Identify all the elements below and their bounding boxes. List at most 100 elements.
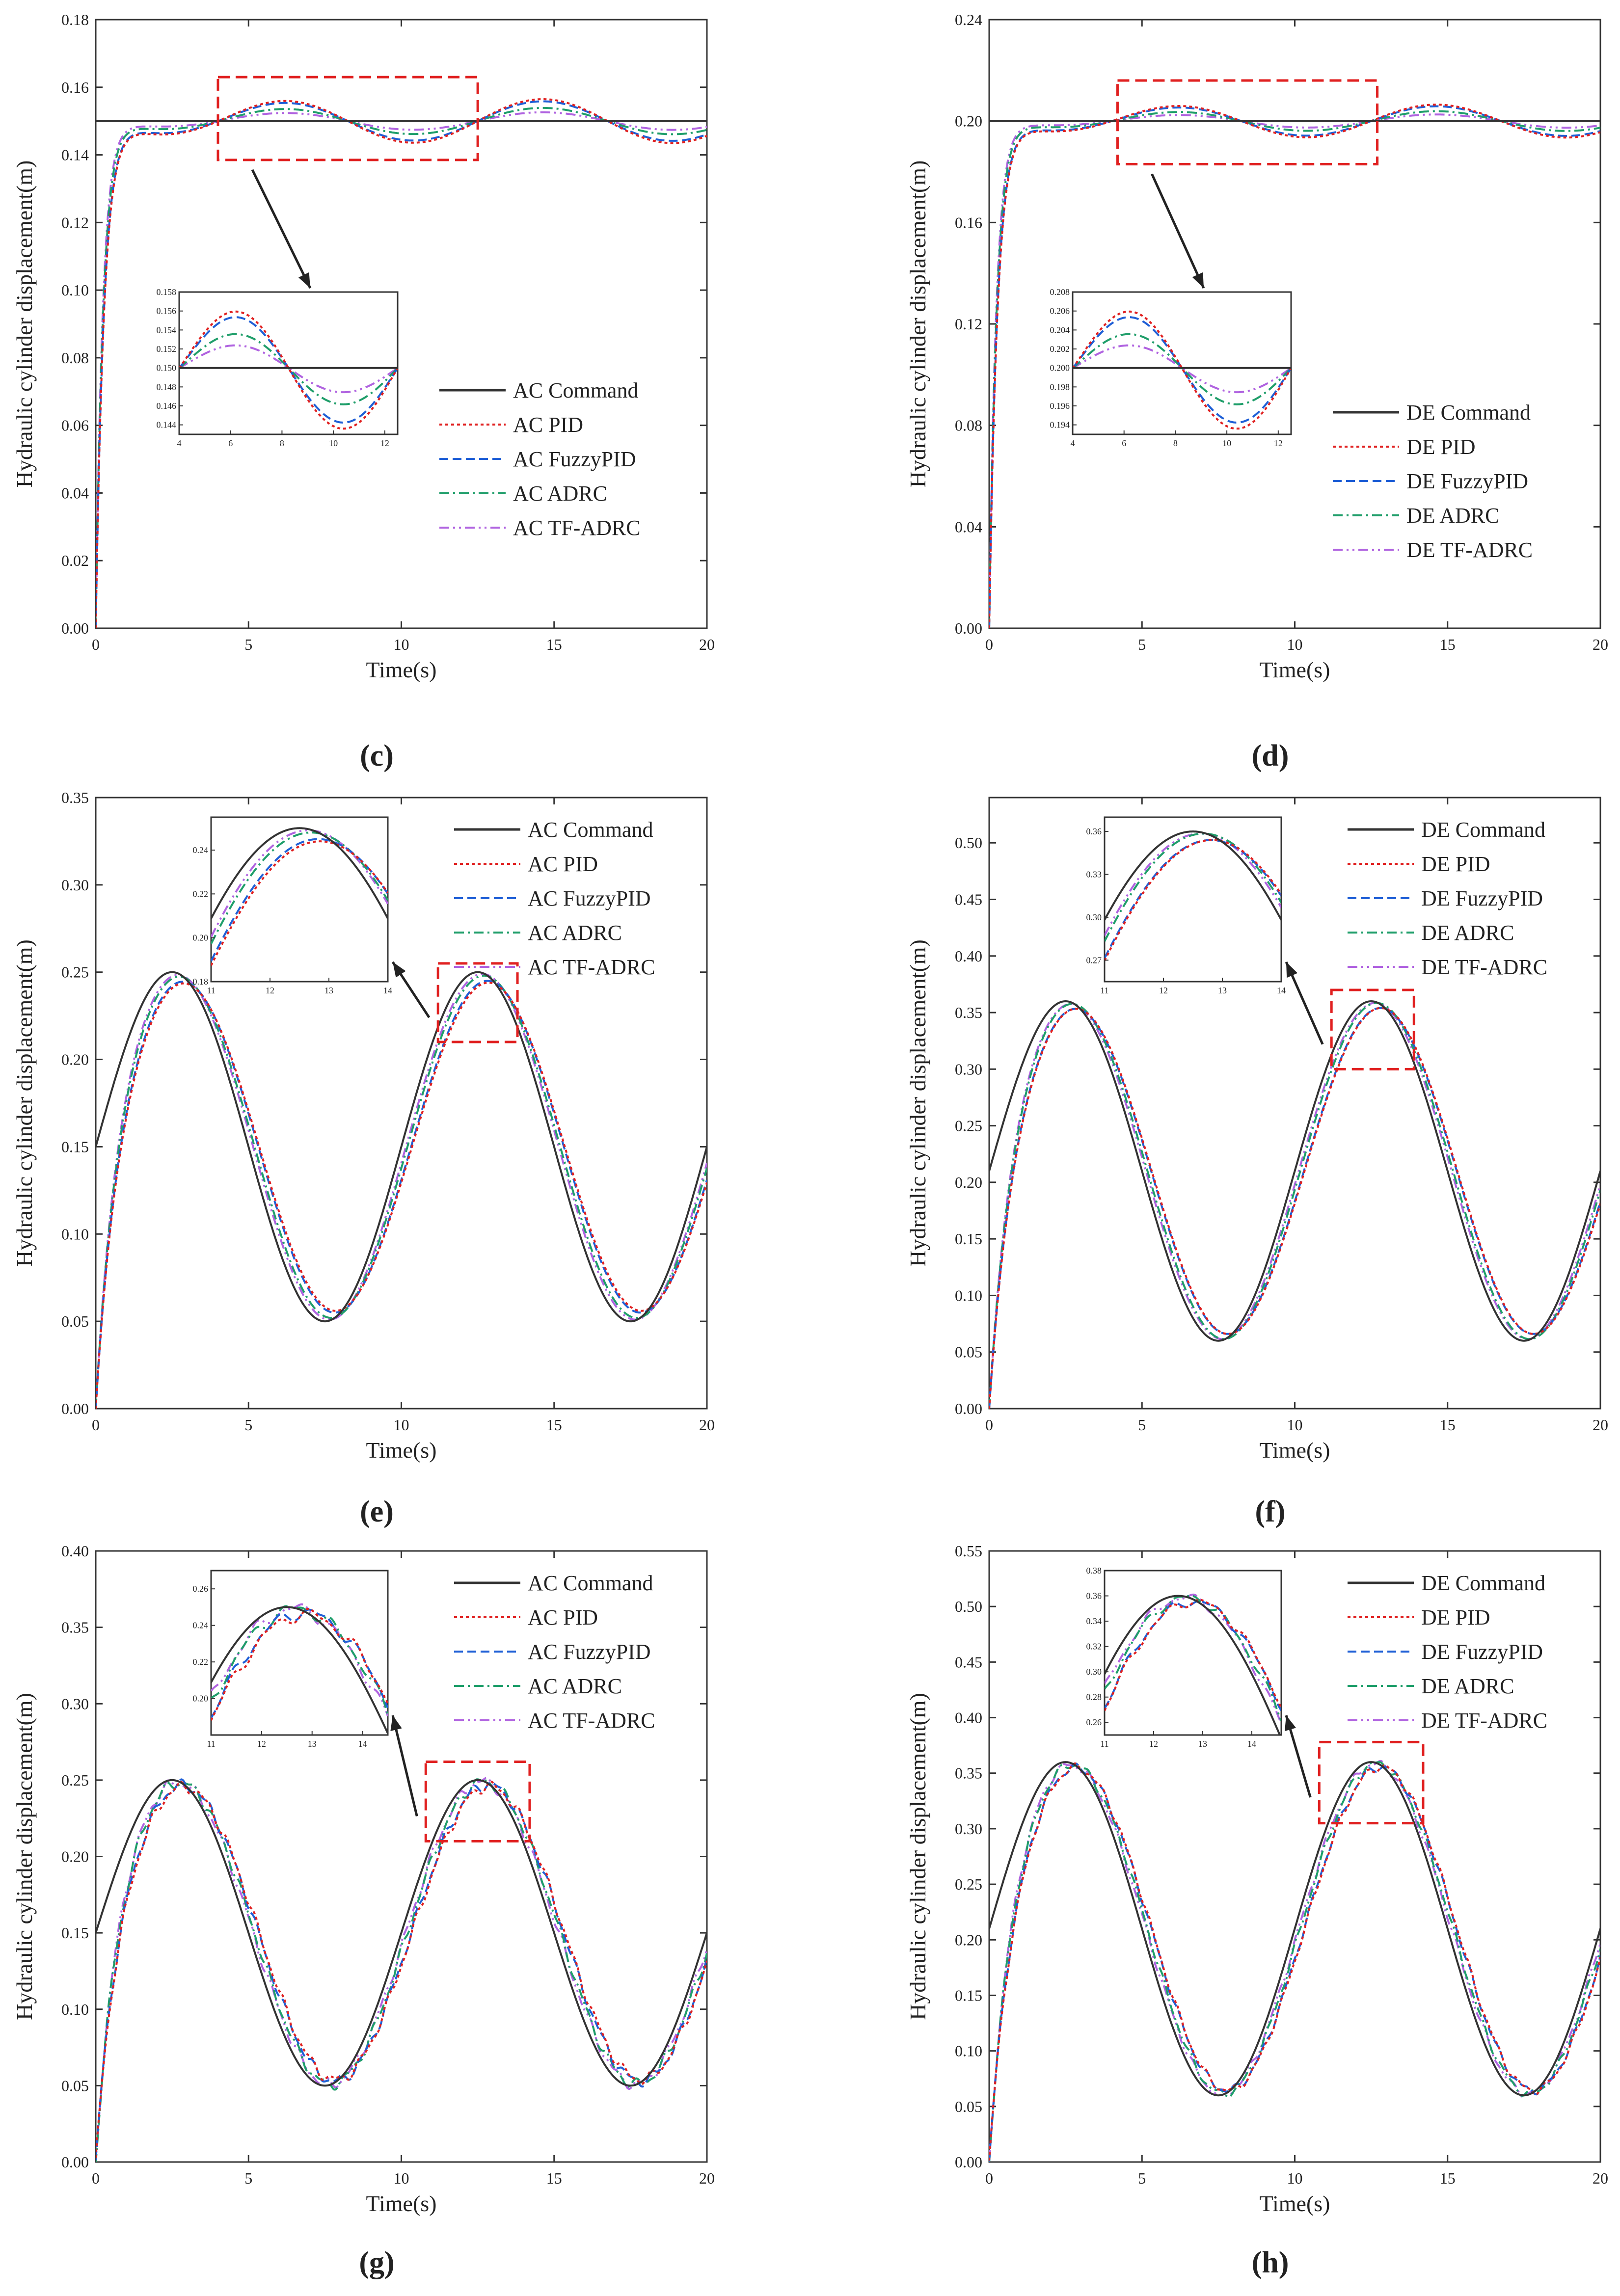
inset-x-tick-label: 10 bbox=[329, 438, 338, 448]
legend-label: DE PID bbox=[1421, 852, 1490, 876]
x-tick-label: 15 bbox=[1440, 636, 1456, 653]
x-tick-label: 20 bbox=[699, 1416, 715, 1434]
series-line-command-inset bbox=[1105, 830, 1281, 921]
x-tick-label: 20 bbox=[1593, 636, 1608, 653]
y-tick-label: 0.04 bbox=[955, 518, 982, 535]
legend-label: AC TF-ADRC bbox=[513, 516, 641, 540]
series-line-pid bbox=[96, 1780, 707, 2158]
inset-x-tick-label: 6 bbox=[228, 438, 233, 448]
zoom-arrow-line bbox=[391, 1715, 418, 1817]
series-group bbox=[96, 971, 707, 1409]
inset-y-tick-label: 0.20 bbox=[193, 933, 209, 943]
y-tick-label: 0.25 bbox=[61, 963, 89, 981]
inset-y-tick-label: 0.22 bbox=[193, 1657, 209, 1667]
y-axis-title: Hydraulic cylinder displacement(m) bbox=[12, 160, 37, 488]
panel-caption: (g) bbox=[359, 2246, 394, 2279]
zoom-region-box bbox=[1318, 1740, 1425, 1825]
y-tick-label: 0.35 bbox=[61, 789, 89, 806]
inset-frame bbox=[210, 816, 389, 983]
series-line-pid bbox=[989, 1762, 1600, 2161]
x-tick-label: 5 bbox=[1138, 636, 1146, 653]
x-tick-label: 20 bbox=[1593, 2169, 1608, 2187]
inset-y-tick-label: 0.27 bbox=[1086, 955, 1102, 965]
zoom-arrow-head bbox=[298, 272, 310, 288]
y-tick-label: 0.12 bbox=[61, 214, 89, 231]
zoom-region-box bbox=[1330, 988, 1415, 1070]
inset-x-tick-label: 14 bbox=[1277, 986, 1286, 995]
legend: AC Command AC PID AC FuzzyPID AC ADRC AC TF-… bbox=[454, 818, 655, 979]
y-tick-label: 0.18 bbox=[61, 11, 89, 28]
series-line-pid bbox=[989, 1007, 1600, 1409]
legend: AC Command AC PID AC FuzzyPID AC ADRC AC TF-… bbox=[454, 1571, 655, 1733]
inset-x-tick-label: 12 bbox=[1149, 1739, 1158, 1749]
x-tick-label: 20 bbox=[699, 2169, 715, 2187]
y-tick-label: 0.20 bbox=[955, 112, 982, 130]
series-line-pid bbox=[96, 982, 707, 1409]
y-tick-label: 0.05 bbox=[61, 1312, 89, 1330]
inset-panel: 4 6 8 10 12 0.194 0.196 0.198 0.200 0.202 0.204 0.2… bbox=[1050, 287, 1292, 448]
inset-x-tick-label: 13 bbox=[324, 986, 333, 995]
zoom-region-box bbox=[216, 76, 479, 161]
series-line-command bbox=[96, 1779, 707, 2087]
inset-y-tick-label: 0.208 bbox=[1050, 287, 1070, 297]
legend: AC Command AC PID AC FuzzyPID AC ADRC AC TF-… bbox=[439, 378, 641, 540]
series-line-fuzzypid bbox=[989, 1762, 1600, 2162]
zoom-region-box bbox=[1116, 79, 1379, 165]
series-line-pid-inset bbox=[1105, 839, 1281, 961]
y-tick-label: 0.20 bbox=[61, 1051, 89, 1068]
series-line-command-inset bbox=[211, 827, 388, 919]
y-tick-label: 0.15 bbox=[955, 1230, 982, 1248]
y-tick-label: 0.25 bbox=[955, 1875, 982, 1893]
inset-frame bbox=[1072, 291, 1292, 435]
y-tick-label: 0.35 bbox=[61, 1619, 89, 1636]
x-axis-title: Time(s) bbox=[366, 1438, 437, 1463]
series-line-adrc-inset bbox=[211, 1605, 388, 1715]
y-tick-label: 0.45 bbox=[955, 891, 982, 908]
y-tick-label: 0.00 bbox=[955, 619, 982, 637]
x-axis-title: Time(s) bbox=[1260, 1438, 1330, 1463]
series-line-command-inset bbox=[211, 1606, 388, 1734]
y-tick-label: 0.00 bbox=[61, 2153, 89, 2171]
series-line-adrc-inset bbox=[1105, 1595, 1281, 1721]
y-tick-label: 0.06 bbox=[61, 417, 89, 434]
chart-panel-e: 0.00 0.05 0.10 0.15 0.20 0.25 0.30 0.35 0 5 10 15 20… bbox=[12, 789, 715, 1528]
legend-label: AC Command bbox=[513, 378, 638, 402]
inset-series-group bbox=[179, 310, 398, 430]
chart-panel-c: 0.00 0.02 0.04 0.06 0.08 0.10 0.12 0.14 0.16 0.18… bbox=[12, 11, 715, 773]
zoom-arrow-head bbox=[390, 1715, 402, 1731]
inset-x-tick-label: 11 bbox=[1100, 1739, 1108, 1749]
inset-x-tick-label: 14 bbox=[1247, 1739, 1256, 1749]
series-line-adrc bbox=[989, 1761, 1600, 2162]
legend-label: DE Command bbox=[1421, 1571, 1545, 1595]
inset-y-tick-label: 0.204 bbox=[1050, 325, 1070, 335]
legend: DE Command DE PID DE FuzzyPID DE ADRC DE TF-… bbox=[1348, 818, 1547, 979]
panel-caption: (h) bbox=[1252, 2246, 1289, 2279]
series-group bbox=[989, 104, 1600, 628]
inset-x-tick-label: 14 bbox=[383, 986, 392, 995]
series-line-command-inset bbox=[1105, 1595, 1281, 1735]
y-tick-label: 0.15 bbox=[955, 1986, 982, 2004]
y-axis-title: Hydraulic cylinder displacement(m) bbox=[12, 939, 37, 1267]
legend-label: AC TF-ADRC bbox=[528, 955, 655, 979]
series-line-fuzzypid bbox=[96, 980, 707, 1409]
legend-label: DE FuzzyPID bbox=[1421, 1640, 1543, 1664]
inset-x-tick-label: 13 bbox=[1218, 986, 1227, 995]
y-tick-label: 0.25 bbox=[955, 1117, 982, 1135]
zoom-region-box bbox=[424, 1761, 531, 1842]
zoom-arrow-head bbox=[1192, 272, 1204, 288]
x-tick-label: 0 bbox=[985, 636, 993, 653]
inset-x-tick-label: 13 bbox=[1198, 1739, 1207, 1749]
series-line-command bbox=[96, 971, 707, 1323]
inset-x-tick-label: 10 bbox=[1222, 438, 1231, 448]
y-tick-label: 0.15 bbox=[61, 1924, 89, 1942]
series-line-tfadrc bbox=[96, 1777, 707, 2161]
inset-x-tick-label: 12 bbox=[266, 986, 274, 995]
inset-y-tick-label: 0.18 bbox=[193, 977, 209, 987]
chart-panel-d: 0.00 0.04 0.08 0.12 0.16 0.20 0.24 0 5 10 15 20 Time… bbox=[905, 11, 1608, 773]
inset-y-tick-label: 0.156 bbox=[157, 306, 177, 316]
legend-label: DE ADRC bbox=[1421, 921, 1514, 945]
y-tick-label: 0.10 bbox=[61, 281, 89, 299]
series-line-pid-inset bbox=[179, 310, 398, 430]
legend-label: AC FuzzyPID bbox=[528, 1640, 651, 1664]
